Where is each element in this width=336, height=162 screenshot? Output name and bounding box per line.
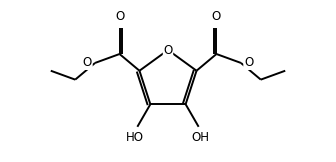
Text: HO: HO: [126, 131, 144, 144]
Text: O: O: [115, 10, 124, 23]
Text: O: O: [244, 56, 253, 69]
Text: OH: OH: [192, 131, 210, 144]
Text: O: O: [212, 10, 221, 23]
Text: O: O: [83, 56, 92, 69]
Text: O: O: [163, 44, 173, 57]
